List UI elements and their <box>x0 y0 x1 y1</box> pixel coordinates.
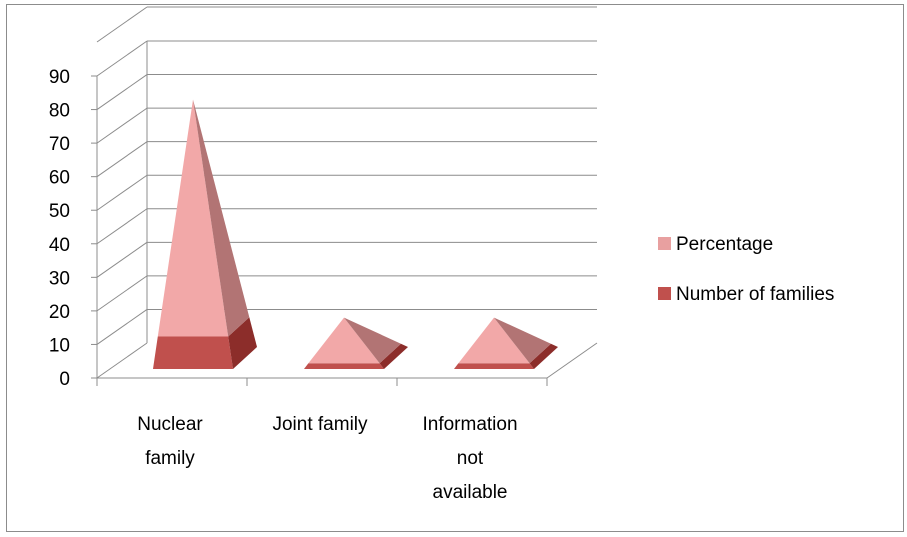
y-tick-label: 50 <box>49 201 70 222</box>
y-tick-label: 30 <box>49 268 70 289</box>
gridline-diagonal <box>96 342 148 379</box>
y-tick-label: 60 <box>49 168 70 189</box>
x-category-label: Information <box>422 414 517 435</box>
data-marks <box>153 99 558 369</box>
gridline-diagonal <box>96 174 148 211</box>
y-tick-labels: 0 10 20 30 40 50 60 70 80 90 <box>49 67 70 390</box>
chart-floor <box>96 342 598 386</box>
bar-percentage-side <box>344 317 401 364</box>
legend-label-percentage: Percentage <box>676 234 773 255</box>
x-category-label: Joint family <box>272 414 368 435</box>
gridline-diagonal <box>96 309 148 345</box>
floor-edge <box>546 342 598 379</box>
gridline-diagonal <box>96 141 148 178</box>
bar-number-of-families-front <box>304 363 384 369</box>
y-tick-label: 70 <box>49 134 70 155</box>
bar-number-of-families-front <box>454 363 534 369</box>
y-tick-label: 80 <box>49 101 70 122</box>
legend-label-number-of-families: Number of families <box>676 284 834 305</box>
gridline-diagonal <box>96 107 148 144</box>
category-labels: Nuclear family Joint family Information not a… <box>137 414 517 503</box>
x-category-label: family <box>145 448 195 469</box>
chart-area <box>6 4 904 532</box>
bar-percentage-side <box>193 99 250 337</box>
bar-number-of-families-front <box>153 336 233 369</box>
bar-percentage-side <box>494 317 551 364</box>
y-tick-label: 20 <box>49 302 70 323</box>
bar-percentage-front <box>308 317 380 364</box>
legend-swatch-number-of-families <box>658 287 671 300</box>
y-tick-label: 10 <box>49 335 70 356</box>
legend-swatch-percentage <box>658 237 671 250</box>
x-category-label: available <box>433 482 508 503</box>
gridline-diagonal <box>96 275 148 312</box>
gridlines <box>91 6 597 379</box>
gridline-diagonal <box>96 6 148 43</box>
x-category-label: Nuclear <box>137 414 203 435</box>
legend: Percentage Number of families <box>658 234 834 305</box>
y-tick-label: 90 <box>49 67 70 88</box>
y-tick-label: 40 <box>49 235 70 256</box>
gridline-diagonal <box>96 40 148 77</box>
gridline-diagonal <box>96 241 148 278</box>
y-tick-label: 0 <box>59 369 70 390</box>
bar-percentage-front <box>157 99 229 337</box>
bar-percentage-front <box>458 317 530 364</box>
gridline-diagonal <box>96 208 148 245</box>
bar-number-of-families-side <box>228 317 257 369</box>
x-category-label: not <box>457 448 484 469</box>
gridline-diagonal <box>96 74 148 110</box>
bar-number-of-families-side <box>379 343 408 369</box>
bar-number-of-families-side <box>529 343 558 369</box>
